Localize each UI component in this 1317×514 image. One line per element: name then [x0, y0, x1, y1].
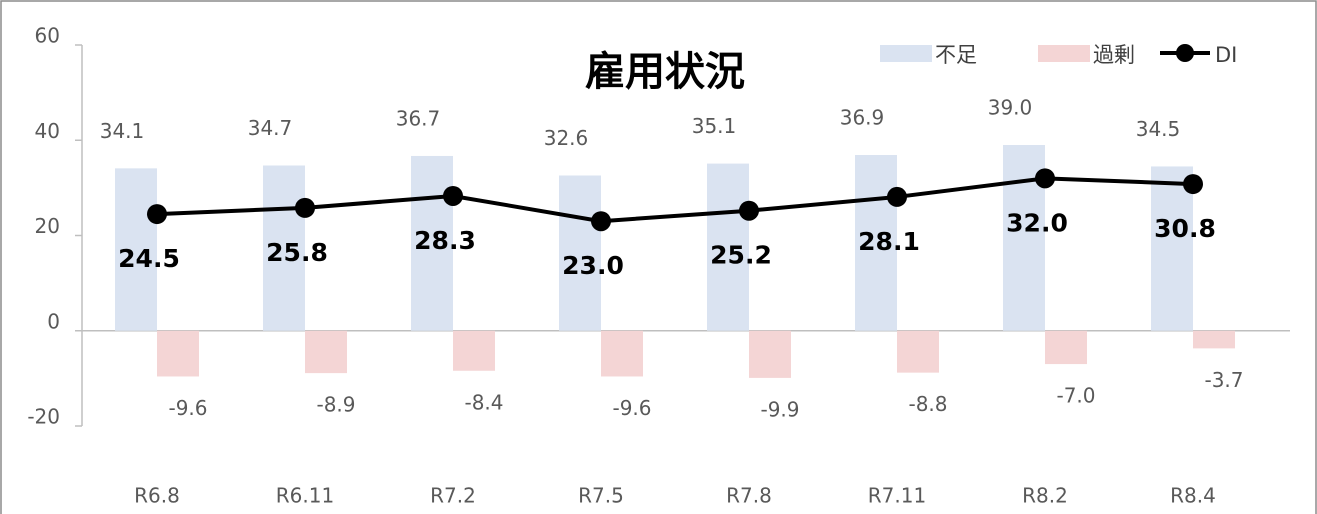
bar-value-label: 35.1: [692, 114, 737, 138]
bar: [411, 155, 453, 331]
bar: [305, 330, 347, 374]
bar: [1151, 166, 1193, 331]
x-tick-label: R8.4: [1170, 484, 1216, 508]
bar-value-label: 34.1: [100, 119, 145, 143]
bar-value-label: -8.4: [464, 390, 503, 414]
line-value-label: 24.5: [118, 244, 180, 273]
bar-value-label: -8.9: [316, 393, 355, 417]
x-tick-label: R6.11: [276, 484, 334, 508]
bar: [601, 330, 643, 377]
line-value-label: 23.0: [562, 251, 624, 280]
bar-value-label: 34.5: [1136, 117, 1181, 141]
line-marker: [147, 204, 167, 225]
bar-value-label: -9.9: [760, 397, 799, 421]
bar-value-label: 32.6: [544, 126, 589, 150]
line-value-label: 28.1: [858, 227, 920, 256]
line: [156, 176, 1194, 224]
bar: [1193, 330, 1235, 349]
bar: [453, 330, 495, 371]
bar: [1045, 330, 1087, 365]
x-tick-label: R7.2: [430, 484, 476, 508]
line-marker: [739, 200, 759, 221]
bar: [115, 168, 157, 331]
line-marker: [887, 186, 907, 207]
legend-label: 過剰: [1093, 43, 1135, 67]
y-tick-label: 20: [35, 214, 60, 238]
bar: [157, 330, 199, 377]
y-tick-label: 0: [47, 309, 60, 333]
bar-value-label: -9.6: [168, 396, 207, 420]
line-value-label: 30.8: [1154, 214, 1216, 243]
bar-value-label: -3.7: [1204, 368, 1243, 392]
line-marker: [1183, 174, 1203, 195]
bar: [559, 175, 601, 331]
x-tick-label: R7.11: [868, 484, 926, 508]
x-tick-label: R6.8: [134, 484, 180, 508]
y-tick-label: 60: [35, 24, 60, 48]
bar-value-label: 36.7: [396, 106, 441, 130]
legend-label: 不足: [935, 43, 977, 67]
y-tick-label: -20: [27, 405, 60, 429]
bar: [263, 165, 305, 331]
bar-value-label: -7.0: [1056, 384, 1095, 408]
legend-marker: [1176, 44, 1194, 62]
line-value-label: 25.2: [710, 241, 772, 270]
line-value-label: 32.0: [1006, 208, 1068, 237]
bar: [855, 155, 897, 331]
chart-title: 雇用状況: [585, 49, 745, 95]
bar-value-label: 39.0: [988, 96, 1033, 120]
x-tick-label: R8.2: [1022, 484, 1068, 508]
line-value-label: 28.3: [414, 226, 476, 255]
line-marker: [295, 197, 315, 218]
bar: [749, 330, 791, 378]
line-marker: [1035, 168, 1055, 189]
x-tick-label: R7.5: [578, 484, 624, 508]
bar: [897, 330, 939, 373]
bar: [707, 163, 749, 331]
y-tick-label: 40: [35, 119, 60, 143]
x-tick-label: R7.8: [726, 484, 772, 508]
line-value-label: 25.8: [266, 238, 328, 267]
bar-value-label: 36.9: [840, 106, 885, 130]
bar-value-label: -9.6: [612, 396, 651, 420]
legend-label: DI: [1215, 43, 1237, 67]
bar-value-label: 34.7: [248, 116, 293, 140]
line-marker: [443, 185, 463, 206]
legend-swatch: [880, 45, 932, 62]
line-marker: [591, 211, 611, 232]
bar-value-label: -8.8: [908, 392, 947, 416]
legend-swatch: [1038, 45, 1090, 62]
